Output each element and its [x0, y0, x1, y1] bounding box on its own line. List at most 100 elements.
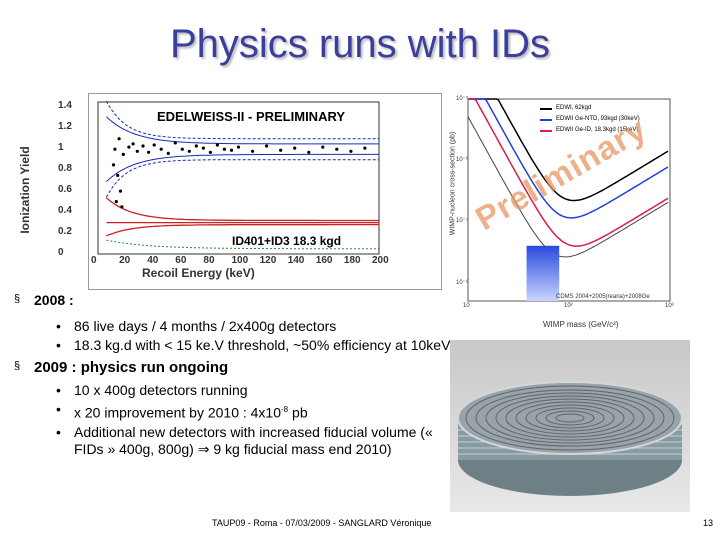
x-tick-label: 10² — [564, 303, 573, 309]
x-tick-label: 200 — [372, 255, 389, 266]
y-tick-label: 0.6 — [58, 184, 72, 196]
page-number: 13 — [703, 518, 714, 528]
germanium-detector-image — [457, 381, 683, 496]
list-item: • 18.3 kg.d with < 15 ke.V threshold, ~5… — [56, 337, 451, 353]
data-point — [180, 147, 184, 151]
exclusion-legend: EDWI, 62kgd EDWII Ge-NTD, 93kgd (30keV) ED… — [540, 103, 640, 136]
data-point — [187, 149, 191, 153]
data-point — [229, 148, 234, 152]
data-point — [135, 149, 139, 153]
legend-label: EDWII Ge-ID, 18.3kgd (15keV) — [556, 127, 639, 133]
exclusion-plot — [458, 95, 680, 315]
y-tick-label: 10⁻⁸ — [456, 279, 469, 286]
preliminary-banner: EDELWEISS-II - PRELIMINARY — [157, 109, 346, 124]
x-tick-label: 40 — [147, 255, 159, 266]
data-point — [147, 150, 151, 154]
bullet-list: § 2008 : • 86 live days / 4 months / 2x4… — [14, 292, 454, 458]
data-point — [131, 142, 135, 146]
edwi-limit-curve — [468, 98, 669, 202]
y-tick-label: 1 — [58, 142, 64, 154]
data-point — [114, 200, 118, 204]
data-point — [113, 147, 117, 151]
data-point — [251, 149, 255, 153]
data-point — [321, 145, 325, 149]
x-tick-label: 160 — [315, 255, 333, 266]
data-point — [111, 163, 116, 167]
section-marker: § — [14, 360, 21, 372]
data-point — [307, 150, 311, 154]
data-point — [265, 144, 269, 148]
nuclear-band-upper — [105, 197, 379, 222]
data-point — [152, 143, 156, 147]
data-point — [363, 146, 367, 150]
ionization-yield-plot — [88, 93, 442, 290]
list-item: • x 20 improvement by 2010 : 4x10-8 pb — [56, 401, 308, 421]
legend-entry: EDWII Ge-NTD, 93kgd (30keV) — [540, 114, 640, 125]
electron-band-inner-lower — [106, 153, 379, 182]
data-point — [127, 145, 131, 149]
data-point — [293, 146, 297, 150]
data-point — [215, 143, 219, 147]
electron-band-lower — [105, 159, 379, 198]
legend-entry: EDWII Ge-ID, 18.3kgd (15keV) — [540, 125, 640, 136]
exclusion-plot-canvas — [467, 98, 671, 302]
electron-band-upper — [105, 100, 379, 140]
data-point — [173, 141, 177, 145]
y-tick-label: 0.8 — [58, 163, 72, 175]
x-axis-label: Recoil Energy (keV) — [142, 266, 255, 280]
y-tick-label: 1.2 — [58, 121, 72, 133]
x-tick-label: 10 — [463, 303, 470, 309]
y-tick-label: 10⁻⁷ — [456, 218, 469, 225]
data-point — [120, 205, 124, 209]
data-point — [236, 145, 241, 149]
x-tick-label: 10³ — [665, 303, 674, 309]
legend-label: EDWI, 62kgd — [556, 105, 592, 111]
y-axis-label: Ionization Yield — [18, 146, 32, 234]
detector-photo — [450, 340, 690, 512]
x-tick-label: 20 — [119, 255, 131, 266]
data-point — [166, 151, 170, 155]
bullet-2009: § 2009 : physics run ongoing — [14, 359, 454, 376]
legend-label: EDWII Ge-NTD, 93kgd (30keV) — [556, 116, 640, 122]
list-item: • 86 live days / 4 months / 2x400g detec… — [56, 318, 337, 334]
y-tick-label: 1.4 — [58, 100, 72, 112]
y-tick-label: 10⁻⁶ — [456, 157, 469, 164]
data-point — [222, 147, 226, 151]
x-tick-label: 140 — [287, 255, 305, 266]
list-item: • Additional new detectors with increase… — [56, 423, 433, 457]
wimp-mass-axis-label: WIMP mass (GeV/c²) — [543, 320, 619, 329]
y-tick-label: 0.4 — [58, 205, 72, 217]
x-tick-label: 0 — [91, 255, 97, 266]
data-point — [194, 144, 198, 148]
bullet-heading: 2008 : — [34, 292, 74, 308]
x-tick-label: 60 — [175, 255, 187, 266]
data-point — [335, 147, 339, 151]
data-point — [116, 173, 120, 177]
y-tick-label: 0 — [58, 247, 64, 258]
x-tick-label: 120 — [259, 255, 277, 266]
bullet-heading: 2009 : physics run ongoing — [34, 359, 229, 376]
threshold-curve — [106, 239, 379, 250]
data-point — [117, 137, 121, 141]
legend-entry: EDWI, 62kgd — [540, 103, 640, 114]
legend-swatch — [540, 107, 552, 110]
data-point — [118, 189, 123, 193]
data-point — [201, 146, 205, 150]
cdms-label: CDMS 2004+2005(reana)+2008Ge — [556, 294, 650, 300]
detector-label: ID401+ID3 18.3 kgd — [232, 234, 342, 248]
data-point — [141, 144, 145, 148]
cdms-limit-curve — [467, 116, 669, 258]
bullet-2008: § 2008 : — [14, 292, 454, 308]
legend-swatch — [540, 129, 552, 132]
edwii-ntd-limit-curve — [468, 98, 669, 219]
data-point — [279, 148, 283, 152]
plot-frame — [97, 101, 380, 255]
data-point — [159, 147, 163, 151]
slide-title: Physics runs with IDs — [169, 22, 551, 66]
y-tick-label: 0.2 — [58, 226, 72, 238]
sensitivity-projection-bar — [526, 245, 560, 301]
edwii-id-limit-curve — [468, 98, 669, 247]
footer-text: TAUP09 - Roma - 07/03/2009 - SANGLARD Vé… — [212, 518, 432, 528]
list-item: • 10 x 400g detectors running — [56, 382, 248, 398]
section-marker: § — [14, 293, 21, 305]
